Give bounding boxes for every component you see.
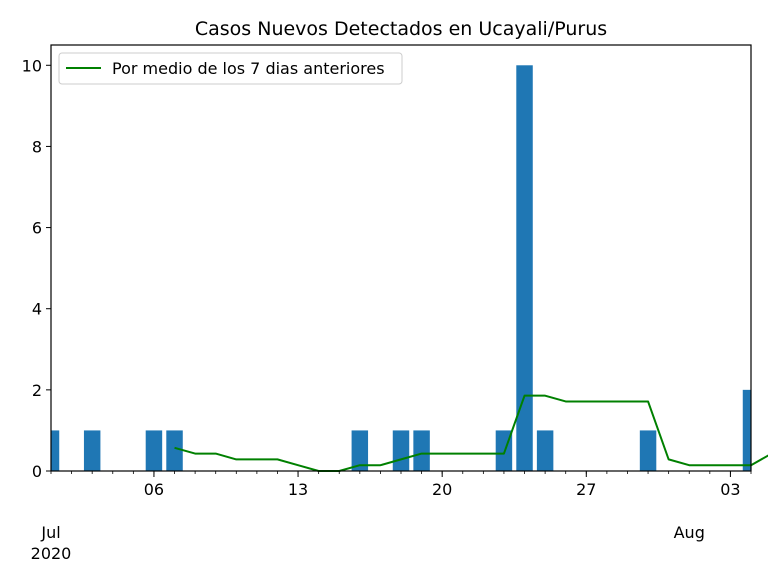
bar <box>166 430 183 471</box>
x-tick-label: 13 <box>288 480 308 499</box>
bar <box>145 430 163 471</box>
bars-group <box>51 65 751 472</box>
bar <box>516 65 533 472</box>
x-tick-label: 20 <box>432 480 452 499</box>
bar <box>413 430 430 471</box>
bar <box>83 430 101 471</box>
x-month-label-aug: Aug <box>674 523 705 542</box>
y-tick-label: 0 <box>32 462 42 481</box>
x-month-label-jul: Jul <box>40 523 60 542</box>
x-year-label: 2020 <box>31 544 72 563</box>
legend-label: Por medio de los 7 dias anteriores <box>112 59 385 78</box>
plot-frame <box>50 44 752 472</box>
bar <box>742 389 751 471</box>
legend-box <box>58 52 403 85</box>
y-tick-label: 4 <box>32 300 42 319</box>
bar <box>392 430 410 471</box>
y-tick-label: 6 <box>32 219 42 238</box>
x-tick-label: 27 <box>576 480 596 499</box>
line-group <box>174 394 768 472</box>
bar <box>639 430 657 471</box>
rolling-mean-line <box>174 394 768 472</box>
y-axis: 0 2 4 6 8 10 <box>22 56 51 481</box>
legend: Por medio de los 7 dias anteriores <box>58 52 403 85</box>
y-tick-label: 8 <box>32 137 42 156</box>
y-tick-label: 2 <box>32 381 42 400</box>
x-axis: 06 13 20 27 03 Jul 2020 Aug <box>31 471 752 563</box>
chart-title: Casos Nuevos Detectados en Ucayali/Purus <box>195 18 607 40</box>
x-tick-label: 06 <box>144 480 164 499</box>
bar <box>536 430 554 471</box>
bar <box>351 430 369 471</box>
bar <box>51 430 60 471</box>
y-tick-label: 10 <box>22 56 42 75</box>
x-tick-label: 03 <box>720 480 740 499</box>
